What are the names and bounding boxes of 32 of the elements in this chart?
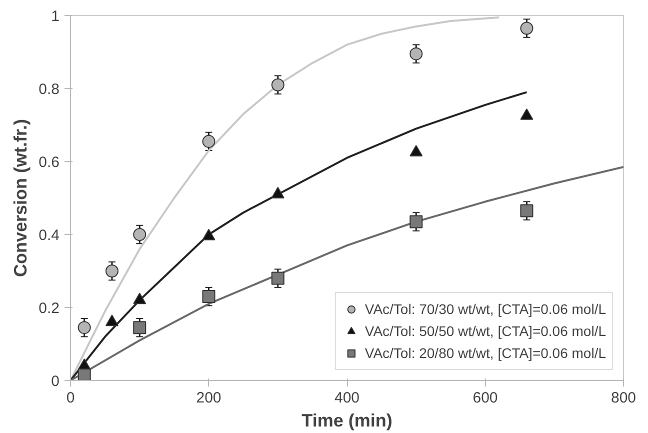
point — [202, 134, 216, 148]
y-tick-label: 0.4 — [38, 227, 60, 244]
point — [78, 368, 91, 380]
point — [78, 321, 91, 334]
y-tick-label: 0.6 — [38, 154, 60, 171]
point — [410, 47, 423, 60]
point — [271, 78, 284, 92]
x-tick-label: 800 — [610, 390, 636, 406]
point — [520, 22, 534, 35]
point — [410, 215, 423, 228]
legend-label: VAc/Tol: 50/50 wt/wt, [CTA]=0.06 mol/L — [364, 323, 606, 339]
point — [520, 204, 534, 218]
y-tick-label: 0.8 — [38, 81, 60, 98]
legend-label: VAc/Tol: 70/30 wt/wt, [CTA]=0.06 mol/L — [364, 301, 606, 317]
point — [202, 228, 216, 240]
x-tick-label: 600 — [472, 390, 498, 406]
point — [202, 290, 216, 304]
x-tick-label: 0 — [66, 390, 75, 406]
y-tick-label: 0 — [51, 373, 60, 390]
point — [105, 314, 118, 326]
point — [271, 272, 284, 285]
x-tick-label: 200 — [196, 390, 222, 406]
x-axis-title: Time (min) — [302, 410, 392, 430]
y-axis-title: Conversion (wt.fr.) — [10, 118, 31, 278]
x-tick-label: 400 — [334, 390, 360, 406]
legend-label: VAc/Tol: 20/80 wt/wt, [CTA]=0.06 mol/L — [364, 345, 606, 361]
point — [133, 321, 146, 334]
point — [105, 264, 118, 278]
y-tick-label: 0.2 — [38, 300, 60, 317]
point — [133, 228, 146, 241]
y-tick-label: 1 — [51, 8, 60, 25]
point — [133, 292, 146, 304]
